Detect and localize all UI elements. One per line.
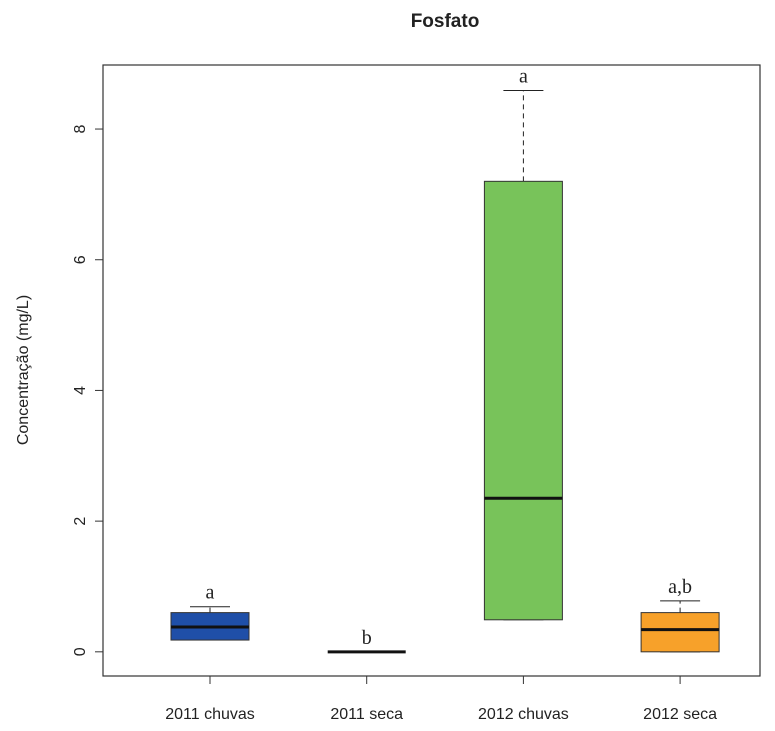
x-tick-label: 2011 chuvas [165,706,255,723]
y-tick-label: 8 [72,124,89,133]
y-tick-label: 4 [72,386,89,395]
plot-frame [102,64,761,677]
box [640,612,720,653]
y-tick-label: 2 [72,517,89,526]
x-tick-label: 2012 seca [643,706,717,723]
annotation: a,b [668,576,692,598]
annotation: b [362,627,372,649]
y-tick-label: 0 [72,647,89,656]
annotation: a [206,582,215,604]
annotation: a [519,65,528,87]
y-tick-label: 6 [72,255,89,264]
chart-title: Fosfato [411,11,480,32]
x-tick-label: 2011 seca [330,706,403,723]
box [483,180,563,621]
x-tick-label: 2012 chuvas [478,706,569,723]
y-axis-label: Concentração (mg/L) [15,295,32,445]
